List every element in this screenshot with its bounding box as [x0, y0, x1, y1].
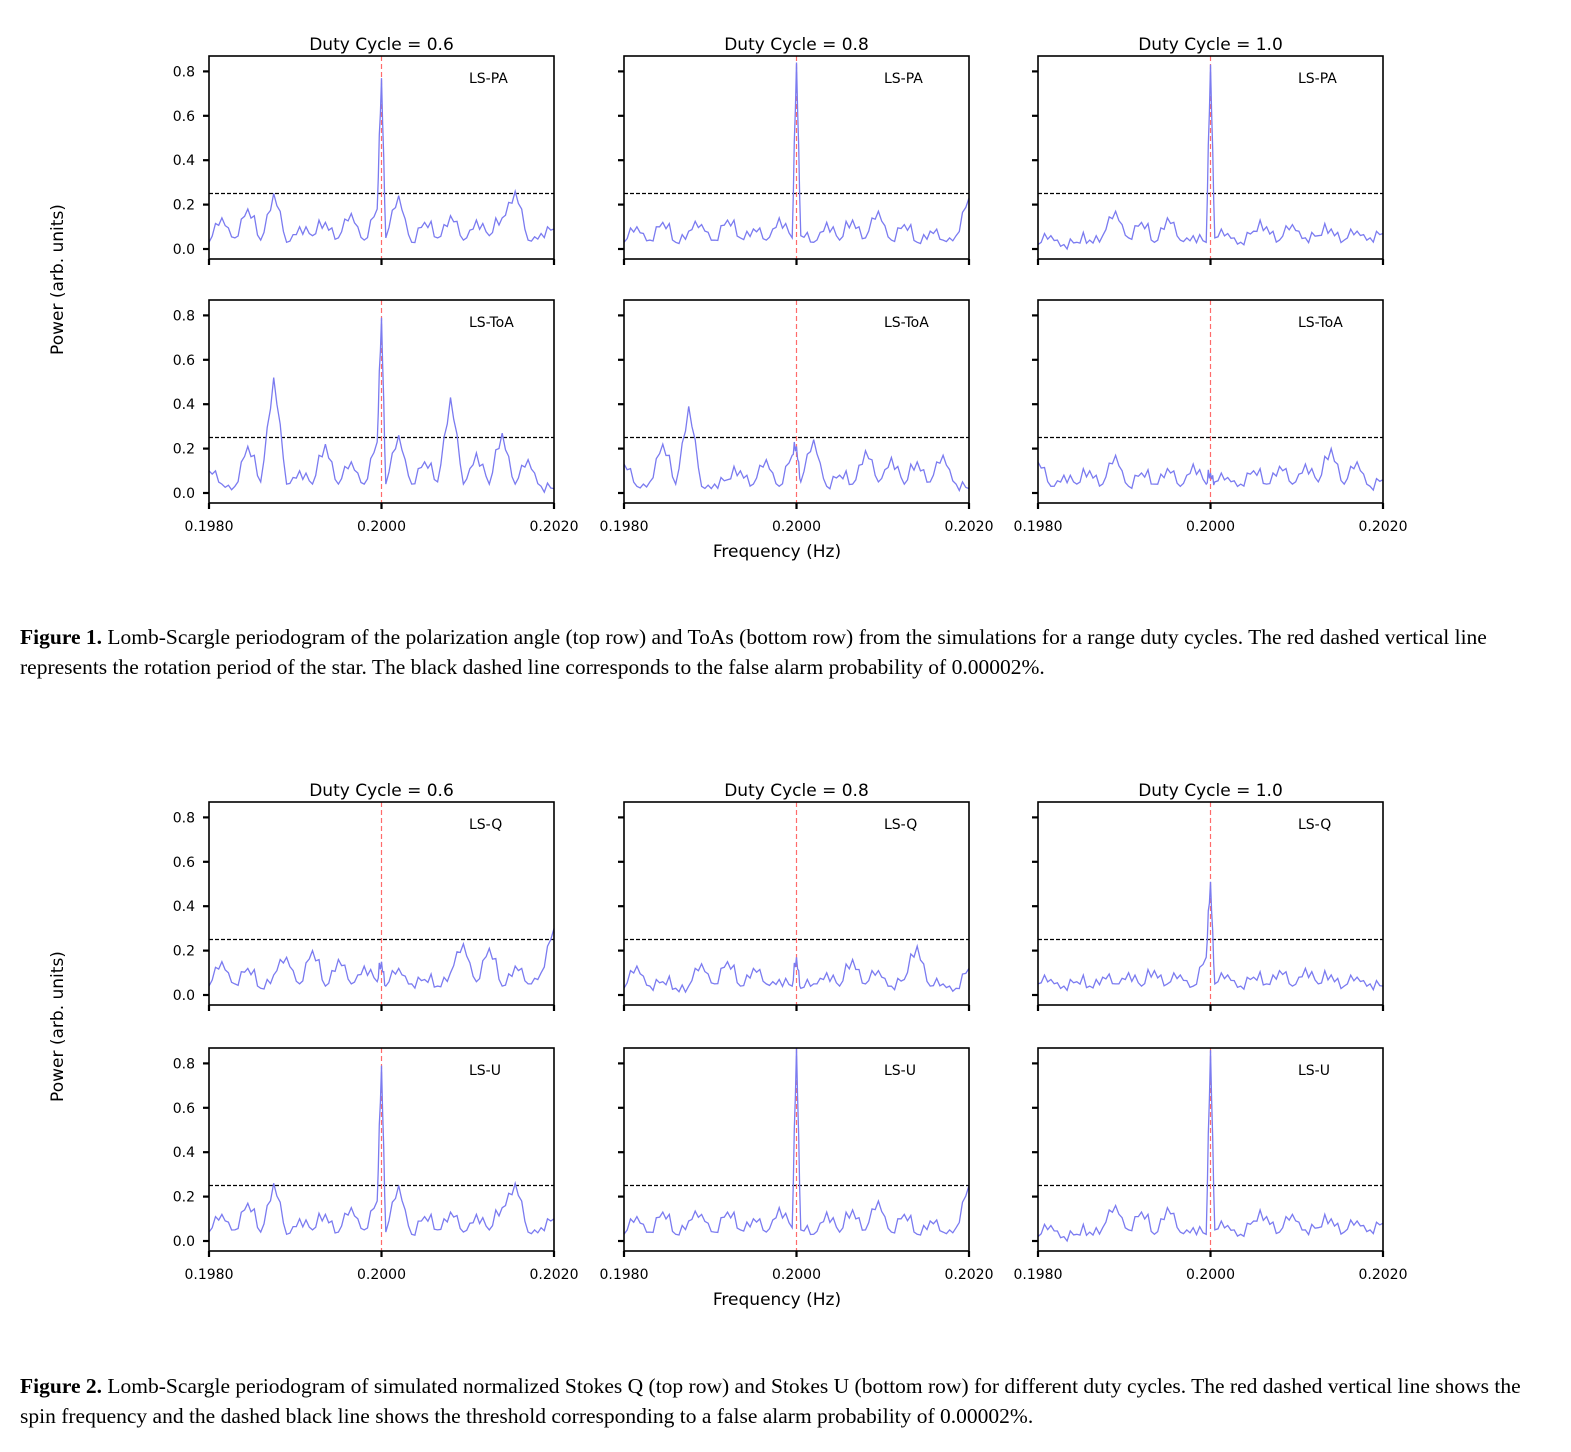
panel-ls-pa-col2: LS-PA [618, 55, 971, 265]
panel-label: LS-U [469, 1063, 501, 1079]
y-tick-label: 0.2 [173, 1190, 195, 1206]
periodogram-line [1037, 446, 1384, 492]
panel-ls-toa-col3: LS-ToA 0.1980 0.2000 0.2020 [1014, 299, 1408, 535]
panel-ls-q-col2: LS-Q [618, 801, 971, 1011]
x-tick-label: 0.2000 [1186, 1267, 1235, 1283]
figure-2: Power (arb. units) Frequency (Hz) Duty Cyc… [48, 781, 1408, 1310]
y-tick-label: 0.4 [173, 1145, 195, 1161]
panel-ls-q-col3: LS-Q [1032, 801, 1385, 1011]
y-tick-label: 0.8 [173, 308, 195, 324]
y-tick-label: 0.0 [173, 988, 195, 1004]
y-tick-label: 0.6 [173, 855, 195, 871]
column-title: Duty Cycle = 0.8 [724, 781, 869, 801]
y-tick-label: 0.0 [173, 1234, 195, 1250]
y-tick-label: 0.2 [173, 944, 195, 960]
x-tick-label: 0.1980 [185, 1267, 234, 1283]
column-title: Duty Cycle = 1.0 [1138, 781, 1283, 801]
x-tick-label: 0.2000 [357, 1267, 406, 1283]
panel-ls-u-col1: LS-U 0.0 0.2 0.4 0.6 0.8 0.1980 0.2000 0.2020 [173, 1047, 579, 1283]
panel-ls-toa-col2: LS-ToA 0.1980 0.2000 0.2020 [600, 299, 994, 535]
y-tick-label: 0.0 [173, 242, 195, 258]
column-title: Duty Cycle = 0.6 [309, 781, 454, 801]
y-axis-label: Power (arb. units) [48, 951, 68, 1102]
panel-label: LS-PA [469, 71, 508, 87]
y-tick-label: 0.4 [173, 397, 195, 413]
panel-ls-q-col1: LS-Q 0.0 0.2 0.4 0.6 0.8 [173, 801, 556, 1011]
periodogram-line [623, 943, 970, 994]
periodogram-line [208, 317, 555, 494]
figure-2-caption-label: Figure 2. [20, 1374, 103, 1398]
x-tick-label: 0.1980 [1014, 1267, 1063, 1283]
panel-label: LS-PA [1298, 71, 1337, 87]
panel-ls-pa-col3: LS-PA [1032, 55, 1385, 265]
panel-label: LS-U [884, 1063, 916, 1079]
panel-label: LS-ToA [1298, 315, 1343, 331]
y-tick-label: 0.6 [173, 353, 195, 369]
panel-ls-pa-col1: LS-PA 0.0 0.2 0.4 0.6 0.8 [173, 55, 556, 265]
periodogram-line [208, 78, 555, 244]
panel-label: LS-Q [469, 817, 502, 833]
panel-label: LS-ToA [884, 315, 929, 331]
y-tick-label: 0.6 [173, 1101, 195, 1117]
x-tick-label: 0.1980 [600, 519, 649, 535]
y-tick-label: 0.2 [173, 198, 195, 214]
periodogram-line [623, 62, 970, 245]
x-tick-label: 0.2000 [772, 1267, 821, 1283]
periodogram-line [208, 1065, 555, 1237]
y-axis-label: Power (arb. units) [48, 204, 68, 355]
figure-2-caption: Figure 2. Lomb-Scargle periodogram of si… [20, 1371, 1545, 1431]
y-tick-label: 0.0 [173, 486, 195, 502]
y-tick-label: 0.4 [173, 899, 195, 915]
panel-label: LS-ToA [469, 315, 514, 331]
x-axis-label: Frequency (Hz) [713, 542, 841, 562]
x-tick-label: 0.2020 [945, 519, 994, 535]
panel-label: LS-U [1298, 1063, 1330, 1079]
panel-ls-u-col3: LS-U 0.1980 0.2000 0.2020 [1014, 1047, 1408, 1283]
x-tick-label: 0.2000 [1186, 519, 1235, 535]
panel-ls-u-col2: LS-U 0.1980 0.2000 0.2020 [600, 1047, 994, 1283]
figure-1-caption-text: Lomb-Scargle periodogram of the polariza… [20, 625, 1487, 679]
y-tick-label: 0.8 [173, 64, 195, 80]
y-tick-label: 0.8 [173, 810, 195, 826]
x-tick-label: 0.2020 [530, 1267, 579, 1283]
x-tick-label: 0.1980 [185, 519, 234, 535]
x-tick-label: 0.2000 [357, 519, 406, 535]
periodogram-line [1037, 881, 1384, 992]
figure-1: Power (arb. units) Frequency (Hz) Duty Cyc… [48, 35, 1408, 562]
y-tick-label: 0.8 [173, 1056, 195, 1072]
column-title: Duty Cycle = 1.0 [1138, 35, 1283, 55]
figure-1-caption: Figure 1. Lomb-Scargle periodogram of th… [20, 622, 1545, 682]
column-title: Duty Cycle = 0.8 [724, 35, 869, 55]
panel-label: LS-Q [884, 817, 917, 833]
figure-1-caption-label: Figure 1. [20, 625, 103, 649]
periodogram-line [623, 1047, 970, 1236]
panel-ls-toa-col1: LS-ToA 0.0 0.2 0.4 0.6 0.8 0.1980 0.2000 0.2020 [173, 299, 579, 535]
panel-label: LS-Q [1298, 817, 1331, 833]
x-tick-label: 0.2020 [1359, 1267, 1408, 1283]
y-tick-label: 0.4 [173, 153, 195, 169]
x-tick-label: 0.2020 [1359, 519, 1408, 535]
x-axis-label: Frequency (Hz) [713, 1290, 841, 1310]
x-tick-label: 0.2020 [530, 519, 579, 535]
periodogram-line [1037, 1050, 1384, 1243]
x-tick-label: 0.2000 [772, 519, 821, 535]
periodogram-line [208, 928, 555, 990]
x-tick-label: 0.1980 [600, 1267, 649, 1283]
x-tick-label: 0.2020 [945, 1267, 994, 1283]
x-tick-label: 0.1980 [1014, 519, 1063, 535]
y-tick-label: 0.2 [173, 442, 195, 458]
panel-label: LS-PA [884, 71, 923, 87]
periodogram-line [1037, 64, 1384, 251]
column-title: Duty Cycle = 0.6 [309, 35, 454, 55]
figure-2-caption-text: Lomb-Scargle periodogram of simulated no… [20, 1374, 1521, 1428]
y-tick-label: 0.6 [173, 109, 195, 125]
periodogram-line [623, 406, 970, 493]
